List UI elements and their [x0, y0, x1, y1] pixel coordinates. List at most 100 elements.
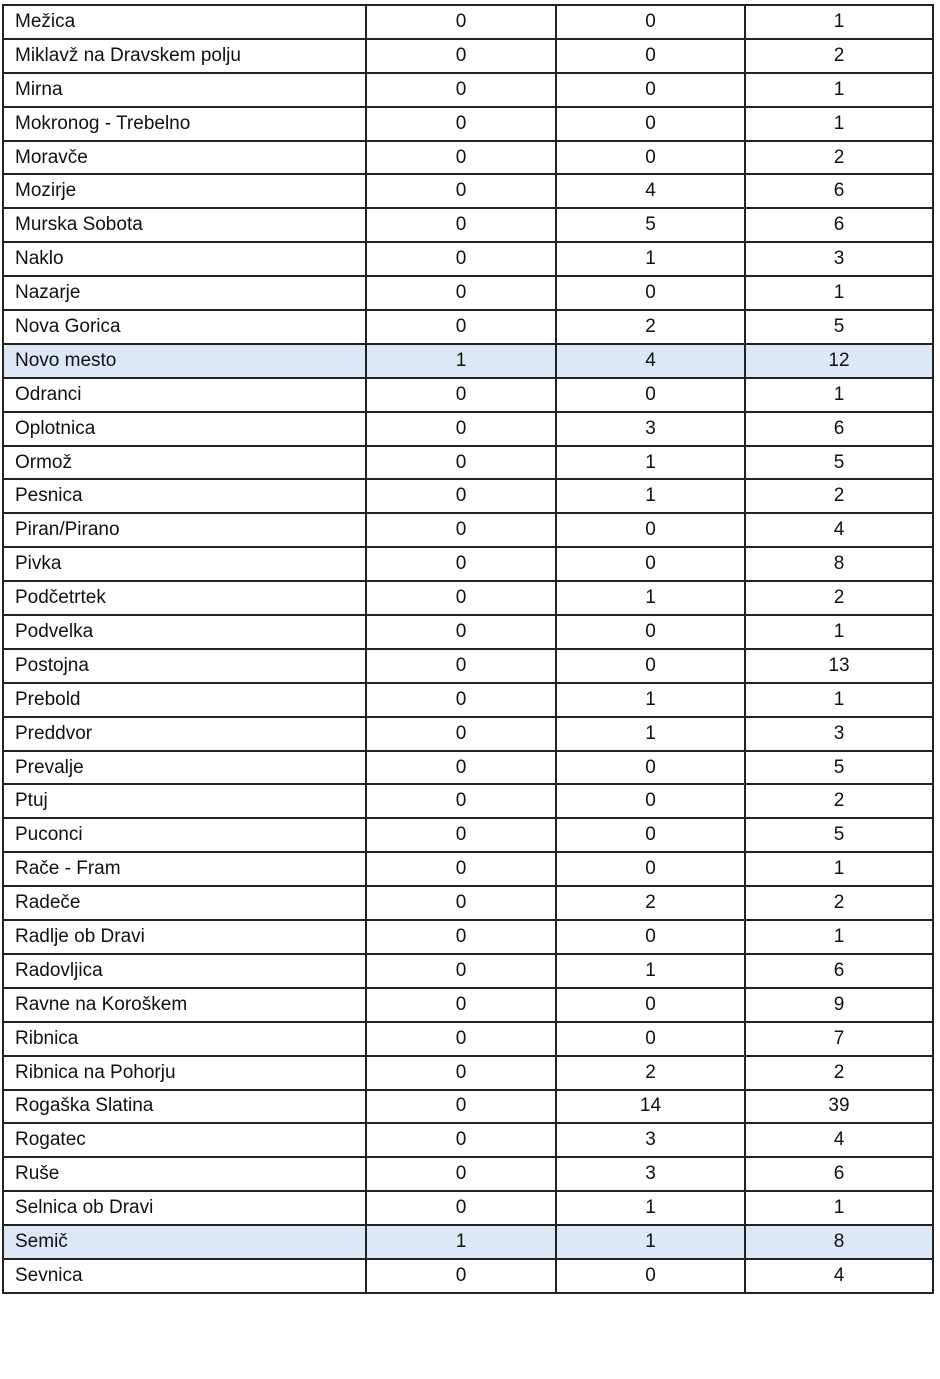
- value-col-3: 1: [744, 105, 934, 142]
- value-col-2: 3: [555, 410, 746, 447]
- table-row: Ormož 0 1 5: [2, 444, 934, 481]
- value-col-1: 1: [365, 1224, 557, 1260]
- value-col-2: 0: [555, 37, 746, 74]
- value-col-2: 1: [555, 478, 746, 515]
- table-row: Radeče 0 2 2: [2, 885, 934, 922]
- value-col-1: 0: [365, 444, 557, 481]
- value-col-2: 0: [555, 783, 746, 820]
- municipality-name: Mozirje: [2, 173, 367, 210]
- municipality-name: Postojna: [2, 647, 367, 684]
- municipality-name: Prebold: [2, 681, 367, 718]
- table-row: Ptuj 0 0 2: [2, 783, 934, 820]
- value-col-1: 0: [365, 139, 557, 176]
- value-col-2: 1: [555, 444, 746, 481]
- value-col-2: 0: [555, 647, 746, 684]
- table-row: Rogatec 0 3 4: [2, 1122, 934, 1159]
- value-col-2: 5: [555, 207, 746, 244]
- value-col-3: 39: [744, 1088, 934, 1125]
- table-body: Mežica 0 0 1 Miklavž na Dravskem polju 0 0 2 Mir…: [2, 4, 934, 1294]
- value-col-2: 2: [555, 1054, 746, 1091]
- value-col-1: 0: [365, 952, 557, 989]
- municipality-name: Nova Gorica: [2, 309, 367, 345]
- municipality-name: Rogatec: [2, 1122, 367, 1159]
- value-col-1: 0: [365, 241, 557, 278]
- value-col-1: 0: [365, 1122, 557, 1159]
- table-row: Podčetrtek 0 1 2: [2, 580, 934, 617]
- value-col-3: 1: [744, 71, 934, 108]
- municipality-name: Moravče: [2, 139, 367, 176]
- municipality-name: Rogaška Slatina: [2, 1088, 367, 1125]
- table-row: Naklo 0 1 3: [2, 241, 934, 278]
- value-col-1: 0: [365, 647, 557, 684]
- municipality-name: Murska Sobota: [2, 207, 367, 244]
- municipality-name: Pivka: [2, 546, 367, 583]
- value-col-2: 0: [555, 376, 746, 413]
- table-row: Ravne na Koroškem 0 0 9: [2, 986, 934, 1023]
- table-row: Piran/Pirano 0 0 4: [2, 512, 934, 549]
- value-col-1: 0: [365, 986, 557, 1023]
- value-col-2: 2: [555, 885, 746, 922]
- value-col-1: 0: [365, 478, 557, 515]
- value-col-3: 5: [744, 817, 934, 854]
- value-col-3: 4: [744, 1257, 934, 1294]
- value-col-1: 0: [365, 749, 557, 786]
- value-col-3: 1: [744, 275, 934, 312]
- table-row: Ribnica 0 0 7: [2, 1020, 934, 1057]
- value-col-3: 2: [744, 885, 934, 922]
- table-row: Mežica 0 0 1: [2, 4, 934, 40]
- municipality-name: Podčetrtek: [2, 580, 367, 617]
- municipality-name: Podvelka: [2, 614, 367, 650]
- table-row: Postojna 0 0 13: [2, 647, 934, 684]
- value-col-3: 1: [744, 4, 934, 40]
- municipality-table: Mežica 0 0 1 Miklavž na Dravskem polju 0 0 2 Mir…: [2, 4, 934, 1294]
- table-row: Podvelka 0 0 1: [2, 614, 934, 650]
- value-col-1: 0: [365, 715, 557, 752]
- value-col-1: 0: [365, 1257, 557, 1294]
- value-col-2: 1: [555, 952, 746, 989]
- value-col-2: 1: [555, 1190, 746, 1227]
- municipality-name: Ruše: [2, 1156, 367, 1193]
- value-col-2: 0: [555, 749, 746, 786]
- value-col-1: 0: [365, 885, 557, 922]
- value-col-3: 2: [744, 139, 934, 176]
- value-col-2: 14: [555, 1088, 746, 1125]
- value-col-1: 0: [365, 410, 557, 447]
- value-col-2: 0: [555, 851, 746, 888]
- value-col-3: 1: [744, 376, 934, 413]
- municipality-name: Pesnica: [2, 478, 367, 515]
- table-row: Selnica ob Dravi 0 1 1: [2, 1190, 934, 1227]
- value-col-2: 0: [555, 275, 746, 312]
- value-col-3: 1: [744, 681, 934, 718]
- value-col-3: 1: [744, 851, 934, 888]
- value-col-3: 4: [744, 512, 934, 549]
- value-col-2: 0: [555, 105, 746, 142]
- table-row: Sevnica 0 0 4: [2, 1257, 934, 1294]
- value-col-2: 4: [555, 173, 746, 210]
- value-col-3: 1: [744, 614, 934, 650]
- table-row: Pesnica 0 1 2: [2, 478, 934, 515]
- value-col-1: 0: [365, 275, 557, 312]
- table-row: Rogaška Slatina 0 14 39: [2, 1088, 934, 1125]
- value-col-3: 8: [744, 1224, 934, 1260]
- value-col-2: 0: [555, 614, 746, 650]
- table-row: Oplotnica 0 3 6: [2, 410, 934, 447]
- value-col-1: 0: [365, 512, 557, 549]
- value-col-3: 2: [744, 580, 934, 617]
- municipality-name: Miklavž na Dravskem polju: [2, 37, 367, 74]
- value-col-1: 0: [365, 614, 557, 650]
- table-row: Radlje ob Dravi 0 0 1: [2, 919, 934, 955]
- value-col-2: 2: [555, 309, 746, 345]
- value-col-3: 13: [744, 647, 934, 684]
- value-col-3: 5: [744, 444, 934, 481]
- municipality-name: Puconci: [2, 817, 367, 854]
- value-col-2: 1: [555, 241, 746, 278]
- value-col-1: 0: [365, 783, 557, 820]
- value-col-3: 6: [744, 410, 934, 447]
- municipality-name: Ptuj: [2, 783, 367, 820]
- municipality-name: Radeče: [2, 885, 367, 922]
- value-col-1: 0: [365, 851, 557, 888]
- municipality-name: Piran/Pirano: [2, 512, 367, 549]
- municipality-name: Prevalje: [2, 749, 367, 786]
- table-row: Semič 1 1 8: [2, 1224, 934, 1260]
- value-col-3: 1: [744, 1190, 934, 1227]
